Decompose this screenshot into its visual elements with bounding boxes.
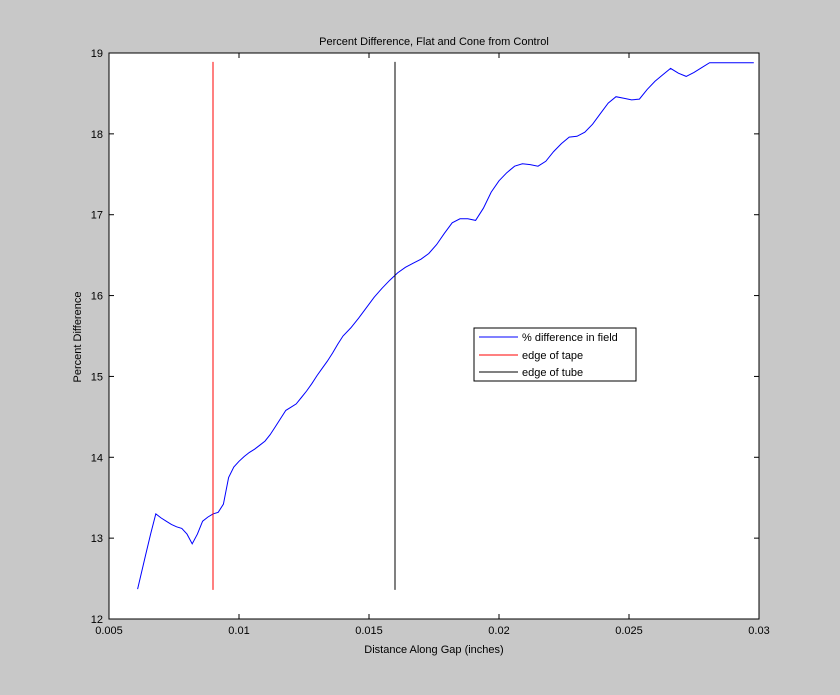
y-tick-label: 16 bbox=[91, 291, 103, 303]
x-tick-label: 0.015 bbox=[355, 625, 383, 637]
x-tick-label: 0.005 bbox=[95, 625, 123, 637]
series-layer bbox=[137, 61, 754, 590]
y-tick-label: 14 bbox=[91, 452, 103, 464]
y-tick-label: 18 bbox=[91, 129, 103, 141]
x-tick-label: 0.03 bbox=[748, 625, 769, 637]
y-tick-label: 12 bbox=[91, 614, 103, 626]
legend-label-tube: edge of tube bbox=[522, 367, 583, 379]
x-tick-label: 0.025 bbox=[615, 625, 643, 637]
y-tick-label: 19 bbox=[91, 48, 103, 60]
x-tick-label: 0.02 bbox=[488, 625, 509, 637]
x-axis-label: Distance Along Gap (inches) bbox=[364, 644, 503, 656]
tick-layer: 0.005 0.01 0.015 0.02 0.025 0.03 12 13 14 15 16 17 1… bbox=[91, 48, 770, 637]
axes-box bbox=[108, 52, 760, 620]
y-axis-label: Percent Difference bbox=[72, 292, 84, 383]
series-line-difference bbox=[137, 62, 754, 590]
legend: % difference in field edge of tape edge … bbox=[473, 327, 637, 382]
y-tick-label: 15 bbox=[91, 371, 103, 383]
chart-title: Percent Difference, Flat and Cone from C… bbox=[319, 36, 549, 48]
axes-background bbox=[109, 53, 759, 619]
legend-label-tape: edge of tape bbox=[522, 350, 583, 362]
y-tick-label: 17 bbox=[91, 210, 103, 222]
y-tick-label: 13 bbox=[91, 533, 103, 545]
legend-label-field: % difference in field bbox=[522, 332, 618, 344]
x-tick-label: 0.01 bbox=[228, 625, 249, 637]
